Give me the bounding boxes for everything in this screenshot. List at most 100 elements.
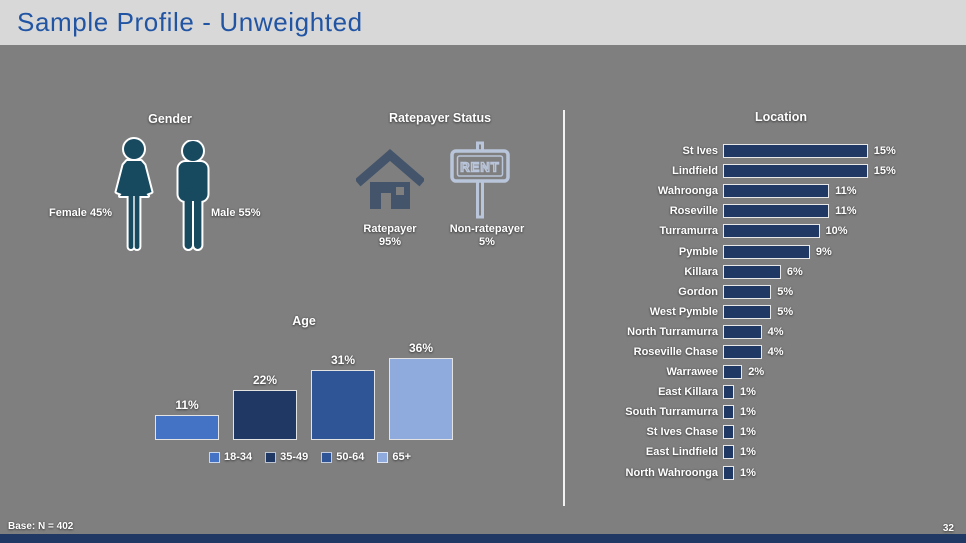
- location-label: Wahroonga: [657, 185, 718, 198]
- age-chart-title: Age: [292, 314, 316, 328]
- location-value: 4%: [767, 345, 784, 358]
- location-row: St Ives Chase 1%: [598, 422, 958, 442]
- location-bar: [723, 264, 781, 279]
- location-bar: [723, 365, 743, 380]
- location-value: 15%: [873, 165, 896, 178]
- location-bar: [723, 204, 830, 219]
- location-bar: [723, 304, 772, 319]
- header-bar: Sample Profile - Unweighted: [0, 0, 966, 45]
- location-label: West Pymble: [649, 305, 718, 318]
- location-label: Lindfield: [672, 165, 718, 178]
- location-value: 1%: [740, 446, 756, 459]
- location-row: St Ives 15%: [598, 141, 958, 161]
- rent-sign-icon: RENT: [450, 141, 510, 219]
- legend-swatch: [321, 451, 333, 463]
- location-label: South Turramurra: [625, 406, 718, 419]
- location-bar: [723, 405, 734, 420]
- legend-swatch: [208, 451, 220, 463]
- legend-swatch: [377, 451, 389, 463]
- age-bar-value: 22%: [252, 373, 278, 388]
- location-value: 1%: [740, 426, 756, 439]
- location-label: Killara: [684, 265, 718, 278]
- location-label: East Killara: [658, 386, 718, 399]
- ratepayer-label: Ratepayer 95%: [345, 223, 435, 249]
- age-bar-value: 36%: [408, 341, 434, 356]
- legend-label: 18-34: [223, 451, 253, 463]
- location-value: 1%: [740, 466, 756, 479]
- male-label: Male 55%: [211, 207, 261, 219]
- location-bar: [723, 144, 868, 159]
- ratepayer-title: Ratepayer Status: [388, 111, 492, 125]
- location-label: Gordon: [678, 285, 718, 298]
- female-icon: [114, 137, 154, 251]
- location-bar: [723, 385, 734, 400]
- location-value: 11%: [835, 205, 857, 218]
- location-row: East Lindfield 1%: [598, 442, 958, 462]
- legend-item: 65+: [377, 451, 411, 463]
- location-value: 15%: [873, 145, 896, 158]
- location-row: Roseville 11%: [598, 201, 958, 221]
- footer-strip: [0, 534, 966, 543]
- location-chart-title: Location: [754, 110, 808, 124]
- location-bar: [723, 164, 868, 179]
- location-value: 11%: [835, 185, 857, 198]
- age-bar: [311, 369, 375, 440]
- legend-swatch: [265, 451, 277, 463]
- legend-label: 50-64: [336, 451, 365, 463]
- legend-label: 65+: [392, 451, 412, 463]
- location-row: Warrawee 2%: [598, 362, 958, 382]
- location-label: Roseville Chase: [633, 345, 718, 358]
- location-row: North Turramurra 4%: [598, 322, 958, 342]
- location-bar: [723, 224, 820, 239]
- location-label: Turramurra: [659, 225, 718, 238]
- legend-item: 18-34: [208, 451, 253, 463]
- nonratepayer-label: Non-ratepayer 5%: [437, 223, 537, 249]
- location-bar: [723, 465, 734, 480]
- male-icon: [176, 140, 210, 251]
- location-label: North Turramurra: [627, 325, 718, 338]
- location-label: East Lindfield: [645, 446, 718, 459]
- location-bar: [723, 425, 734, 440]
- location-value: 10%: [825, 225, 848, 238]
- location-row: Pymble 9%: [598, 241, 958, 261]
- location-row: North Wahroonga 1%: [598, 463, 958, 483]
- location-value: 5%: [777, 285, 794, 298]
- ratepayer-label-text: Ratepayer: [363, 223, 417, 235]
- page-number: 32: [942, 523, 954, 534]
- location-row: Turramurra 10%: [598, 221, 958, 241]
- location-value: 6%: [786, 265, 803, 278]
- location-label: Pymble: [678, 245, 718, 258]
- location-value: 4%: [767, 325, 784, 338]
- section-divider: [563, 110, 565, 506]
- location-bar: [723, 284, 772, 299]
- location-value: 5%: [777, 305, 794, 318]
- legend-item: 35-49: [265, 451, 308, 463]
- location-label: St Ives Chase: [646, 426, 718, 439]
- female-label: Female 45%: [49, 207, 112, 219]
- location-row: West Pymble 5%: [598, 302, 958, 322]
- location-label: Roseville: [669, 205, 718, 218]
- location-bar: [723, 344, 762, 359]
- ratepayer-value: 95%: [378, 236, 402, 248]
- nonratepayer-label-text: Non-ratepayer: [449, 223, 525, 235]
- location-bar: [723, 324, 762, 339]
- age-bar: [389, 358, 453, 440]
- location-label: St Ives: [682, 145, 718, 158]
- age-bar-value: 31%: [330, 352, 356, 367]
- age-bar: [155, 415, 219, 440]
- location-bar: [723, 445, 734, 460]
- legend-item: 50-64: [321, 451, 364, 463]
- gender-title: Gender: [148, 112, 192, 126]
- location-label: Warrawee: [666, 366, 718, 379]
- location-bar: [723, 184, 830, 199]
- house-icon: [356, 149, 424, 209]
- age-bar: [233, 390, 297, 440]
- location-row: East Killara 1%: [598, 382, 958, 402]
- rent-sign-text: RENT: [460, 160, 499, 175]
- location-label: North Wahroonga: [625, 466, 718, 479]
- location-row: Roseville Chase 4%: [598, 342, 958, 362]
- age-legend: 18-34 35-49 50-64 65+: [150, 451, 470, 463]
- location-value: 1%: [740, 386, 756, 399]
- age-bar-value: 11%: [175, 398, 199, 413]
- location-row: Killara 6%: [598, 262, 958, 282]
